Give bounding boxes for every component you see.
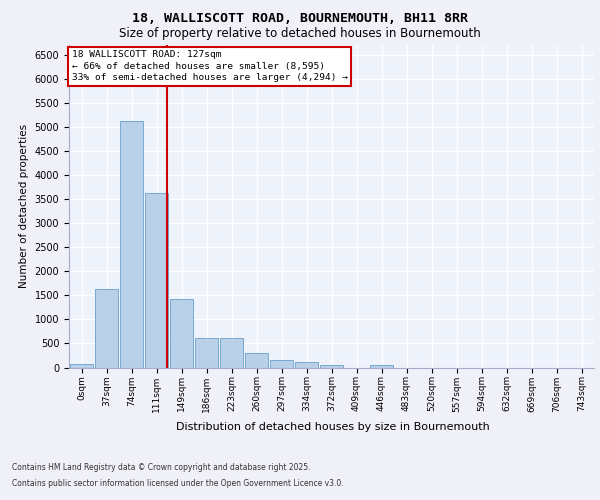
Text: Distribution of detached houses by size in Bournemouth: Distribution of detached houses by size … [176, 422, 490, 432]
Bar [95, 288, 118, 368]
Text: Contains HM Land Registry data © Crown copyright and database right 2025.: Contains HM Land Registry data © Crown c… [12, 464, 311, 472]
Text: Contains public sector information licensed under the Open Government Licence v3: Contains public sector information licen… [12, 478, 344, 488]
Y-axis label: Number of detached properties: Number of detached properties [19, 124, 29, 288]
Bar [70, 364, 93, 368]
Bar [245, 352, 268, 368]
Bar [295, 362, 318, 368]
Bar [145, 194, 168, 368]
Bar [170, 299, 193, 368]
Text: Size of property relative to detached houses in Bournemouth: Size of property relative to detached ho… [119, 28, 481, 40]
Text: 18 WALLISCOTT ROAD: 127sqm
← 66% of detached houses are smaller (8,595)
33% of s: 18 WALLISCOTT ROAD: 127sqm ← 66% of deta… [71, 50, 347, 82]
Bar [320, 365, 343, 368]
Bar [195, 338, 218, 368]
Bar [220, 338, 243, 368]
Bar [120, 120, 143, 368]
Text: 18, WALLISCOTT ROAD, BOURNEMOUTH, BH11 8RR: 18, WALLISCOTT ROAD, BOURNEMOUTH, BH11 8… [132, 12, 468, 26]
Bar [370, 365, 393, 368]
Bar [270, 360, 293, 368]
